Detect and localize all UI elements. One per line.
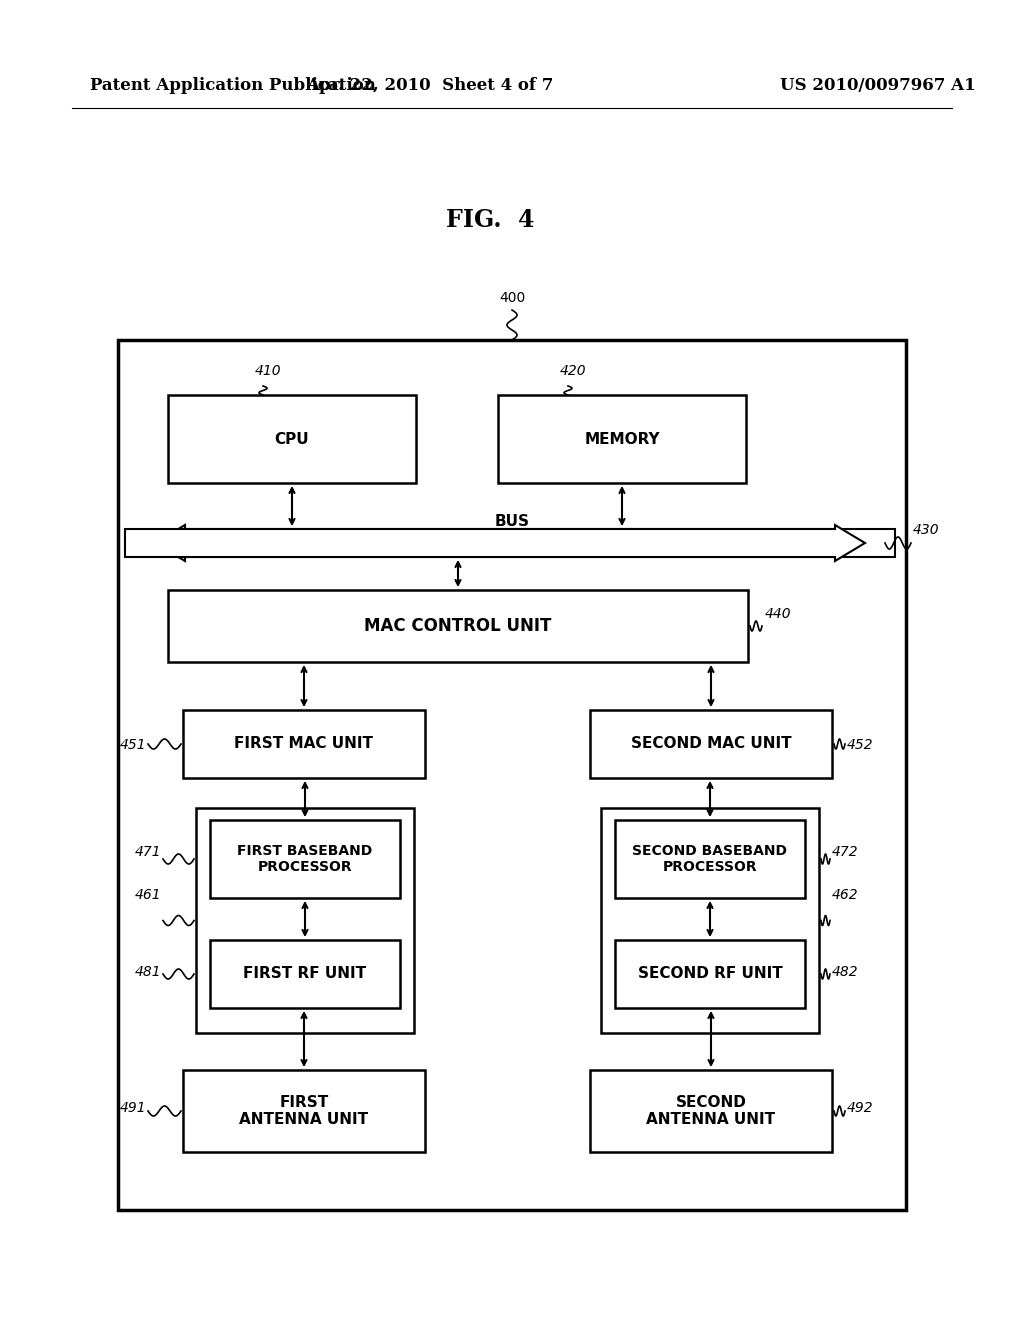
Text: FIRST BASEBAND
PROCESSOR: FIRST BASEBAND PROCESSOR (238, 843, 373, 874)
Bar (601, 808, 819, 1034)
Text: MAC CONTROL UNIT: MAC CONTROL UNIT (365, 616, 552, 635)
FancyArrow shape (125, 525, 865, 561)
Bar (210, 940, 400, 1008)
Text: Patent Application Publication: Patent Application Publication (90, 77, 376, 94)
Text: 481: 481 (134, 965, 161, 979)
Text: SECOND RF UNIT: SECOND RF UNIT (638, 966, 782, 982)
Bar (118, 341, 906, 1210)
Text: 462: 462 (831, 888, 859, 902)
Bar (168, 395, 416, 483)
Bar (498, 395, 746, 483)
FancyArrow shape (155, 525, 895, 561)
Text: CPU: CPU (274, 432, 309, 446)
Bar (590, 710, 831, 777)
Text: FIRST
ANTENNA UNIT: FIRST ANTENNA UNIT (240, 1094, 369, 1127)
Text: FIG.  4: FIG. 4 (445, 209, 535, 232)
Text: SECOND
ANTENNA UNIT: SECOND ANTENNA UNIT (646, 1094, 775, 1127)
Bar (590, 1071, 831, 1152)
Bar (210, 820, 400, 898)
Text: 482: 482 (831, 965, 859, 979)
Text: 430: 430 (913, 523, 940, 537)
Text: FIRST MAC UNIT: FIRST MAC UNIT (234, 737, 374, 751)
Text: 410: 410 (255, 364, 282, 378)
Bar (183, 710, 425, 777)
Text: 440: 440 (765, 607, 792, 620)
Text: 472: 472 (831, 845, 859, 859)
Text: 420: 420 (560, 364, 587, 378)
Text: 451: 451 (120, 738, 146, 752)
Text: US 2010/0097967 A1: US 2010/0097967 A1 (780, 77, 976, 94)
Text: FIRST RF UNIT: FIRST RF UNIT (244, 966, 367, 982)
Text: 492: 492 (847, 1101, 873, 1115)
Text: 400: 400 (499, 290, 525, 305)
Text: 491: 491 (120, 1101, 146, 1115)
Text: BUS: BUS (495, 515, 529, 529)
Bar (168, 590, 748, 663)
Text: SECOND BASEBAND
PROCESSOR: SECOND BASEBAND PROCESSOR (633, 843, 787, 874)
Text: 452: 452 (847, 738, 873, 752)
Text: SECOND MAC UNIT: SECOND MAC UNIT (631, 737, 792, 751)
Bar (615, 820, 805, 898)
Text: 471: 471 (134, 845, 161, 859)
Text: Apr. 22, 2010  Sheet 4 of 7: Apr. 22, 2010 Sheet 4 of 7 (306, 77, 554, 94)
Bar (196, 808, 414, 1034)
Text: MEMORY: MEMORY (584, 432, 659, 446)
Text: 461: 461 (134, 888, 161, 902)
Bar (615, 940, 805, 1008)
Bar (183, 1071, 425, 1152)
